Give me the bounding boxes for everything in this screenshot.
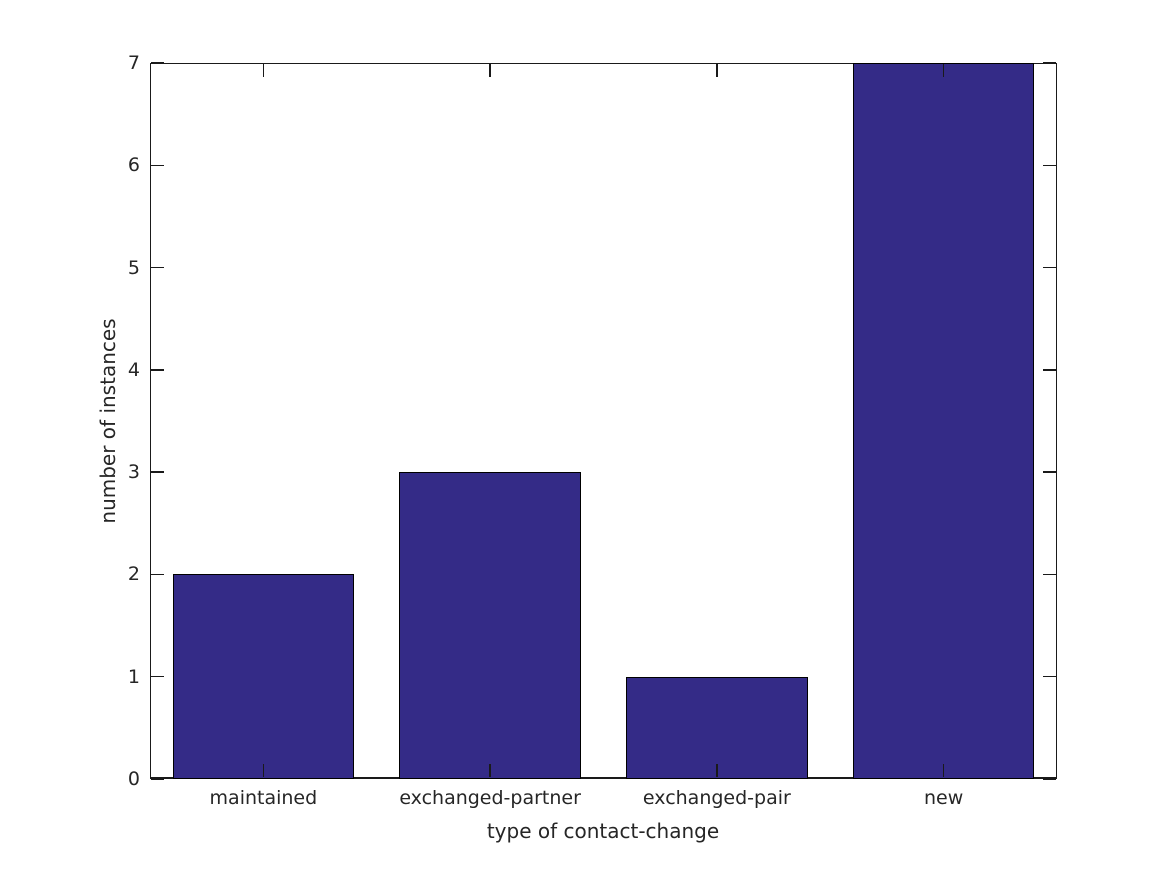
y-tick-mark bbox=[1043, 164, 1056, 167]
y-tick-mark bbox=[1043, 62, 1056, 64]
x-tick-mark bbox=[942, 64, 945, 77]
bar-exchanged-pair bbox=[626, 676, 808, 779]
y-tick-mark bbox=[151, 369, 164, 371]
y-tick-label-7: 7 bbox=[127, 52, 140, 74]
bar-exchanged-partner bbox=[399, 472, 581, 779]
y-tick-mark bbox=[151, 573, 164, 576]
y-tick-label-0: 0 bbox=[127, 768, 140, 790]
x-tick-label-exchanged-partner: exchanged-partner bbox=[399, 787, 581, 809]
bar-maintained bbox=[172, 574, 355, 779]
y-tick-label-4: 4 bbox=[127, 358, 140, 381]
y-tick-label-2: 2 bbox=[127, 563, 140, 586]
x-tick-mark bbox=[262, 64, 265, 77]
y-tick-mark bbox=[151, 778, 164, 780]
plot-area bbox=[150, 63, 1057, 779]
y-tick-mark bbox=[1043, 471, 1056, 473]
x-tick-label-exchanged-pair: exchanged-pair bbox=[642, 787, 791, 809]
y-tick-mark bbox=[151, 164, 164, 167]
x-tick-mark bbox=[489, 764, 491, 777]
x-tick-mark bbox=[489, 64, 491, 77]
y-tick-mark bbox=[151, 62, 164, 64]
y-tick-mark bbox=[151, 675, 164, 678]
x-axis-label: type of contact-change bbox=[486, 819, 720, 843]
x-tick-label-new: new bbox=[923, 787, 964, 809]
y-tick-label-6: 6 bbox=[127, 154, 140, 177]
y-tick-mark bbox=[1043, 778, 1056, 780]
y-tick-mark bbox=[1043, 573, 1056, 576]
y-tick-label-3: 3 bbox=[127, 461, 140, 484]
y-axis-label: number of instances bbox=[96, 318, 120, 524]
y-tick-label-1: 1 bbox=[127, 665, 140, 688]
y-tick-mark bbox=[151, 266, 164, 269]
y-tick-mark bbox=[1043, 369, 1056, 371]
x-tick-mark bbox=[262, 764, 265, 777]
x-tick-mark bbox=[942, 764, 945, 777]
y-tick-mark bbox=[151, 471, 164, 473]
x-tick-mark bbox=[716, 764, 718, 777]
x-tick-mark bbox=[716, 64, 718, 77]
y-tick-mark bbox=[1043, 675, 1056, 678]
y-tick-label-5: 5 bbox=[127, 256, 140, 279]
y-tick-mark bbox=[1043, 266, 1056, 269]
x-tick-label-maintained: maintained bbox=[209, 787, 318, 809]
bar-new bbox=[852, 63, 1035, 779]
